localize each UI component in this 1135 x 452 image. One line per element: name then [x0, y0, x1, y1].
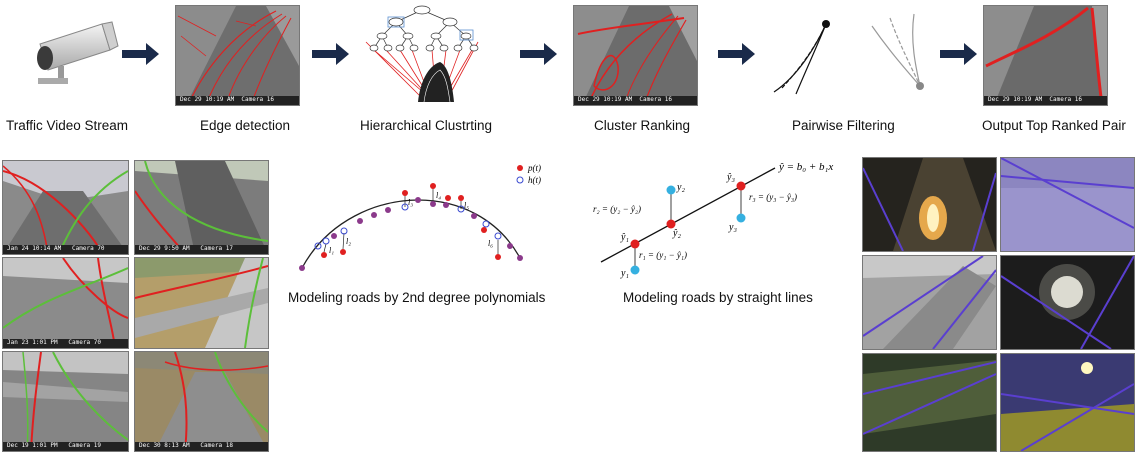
step-label-video: Traffic Video Stream: [6, 118, 129, 133]
polynomial-model-diagram: p(t) h(t): [288, 160, 548, 280]
svg-text:r₃ = (y₃ − ŷ₃): r₃ = (y₃ − ŷ₃): [749, 192, 797, 202]
line-caption: Modeling roads by straight lines: [623, 290, 813, 305]
svg-text:l₅: l₅: [464, 201, 469, 210]
night-image-4: [1000, 255, 1135, 350]
svg-text:y₂: y₂: [676, 182, 685, 193]
camera-icon: [18, 14, 128, 94]
step-label-ranking: Cluster Ranking: [594, 118, 691, 133]
svg-text:r₂ = (y₂ − ŷ₂): r₂ = (y₂ − ŷ₂): [593, 204, 641, 214]
road-image-3: Jan 23 1:01 PM Camera 70: [2, 257, 129, 349]
svg-text:l₁: l₁: [329, 246, 334, 255]
night-image-3: [862, 255, 997, 350]
road-image-4: [134, 257, 269, 349]
cluster-ranking-image: Dec 29 10:19 AM Camera 16: [573, 5, 698, 106]
step-label-clustering: Hierarchical Clustrting: [360, 118, 493, 133]
road-image-5: Dec 19 1:01 PM Camera 19: [2, 351, 129, 452]
curve-pair-diagram: [770, 16, 840, 96]
svg-text:h(t): h(t): [528, 175, 541, 185]
step-label-filtering: Pairwise Filtering: [792, 118, 895, 133]
timestamp: Dec 29 10:19 AM Camera 16: [180, 96, 274, 103]
night-image-6: [1000, 353, 1135, 452]
svg-text:r₁ = (y₁ − ŷ₁): r₁ = (y₁ − ŷ₁): [639, 250, 687, 260]
svg-text:l₄: l₄: [436, 191, 441, 200]
arrow-right-icon: [122, 42, 160, 71]
svg-text:l₂: l₂: [346, 237, 351, 246]
poly-caption: Modeling roads by 2nd degree polynomials: [288, 290, 546, 305]
svg-text:l₃: l₃: [408, 198, 413, 207]
arrow-right-icon: [940, 42, 978, 71]
night-image-1: [862, 157, 997, 252]
cluster-tree-diagram: [362, 2, 482, 106]
svg-text:ŷ = b₀ + b₁x: ŷ = b₀ + b₁x: [778, 161, 833, 173]
arrow-right-icon: [312, 42, 350, 71]
timestamp: Dec 29 10:19 AM Camera 16: [988, 96, 1082, 103]
arrow-right-icon: [718, 42, 756, 71]
filtered-pair-diagram: [866, 12, 936, 96]
svg-text:p(t): p(t): [527, 163, 541, 173]
svg-text:y₃: y₃: [728, 222, 737, 233]
step-label-output: Output Top Ranked Pair: [982, 118, 1126, 133]
svg-text:l₆: l₆: [488, 239, 493, 248]
svg-text:y₁: y₁: [620, 268, 629, 279]
arrow-right-icon: [520, 42, 558, 71]
edge-detection-image: Dec 29 10:19 AM Camera 16: [175, 5, 300, 106]
night-image-5: [862, 353, 997, 452]
output-top-pair-image: Dec 29 10:19 AM Camera 16: [983, 5, 1108, 106]
road-image-2: Dec 29 9:50 AM Camera 17: [134, 160, 269, 255]
svg-text:ŷ₂: ŷ₂: [672, 228, 681, 239]
linear-model-diagram: ŷ = b₀ + b₁x ŷ₁ y₁ r₁ = (y₁ − ŷ₁) ŷ₂ y₂ …: [585, 150, 855, 280]
svg-text:ŷ₃: ŷ₃: [726, 172, 735, 183]
timestamp: Dec 29 10:19 AM Camera 16: [578, 96, 672, 103]
night-image-2: [1000, 157, 1135, 252]
road-image-6: Dec 30 8:13 AM Camera 18: [134, 351, 269, 452]
step-label-edge: Edge detection: [200, 118, 291, 133]
svg-text:ŷ₁: ŷ₁: [620, 232, 629, 243]
road-image-1: Jan 24 10:14 AM Camera 70: [2, 160, 129, 255]
